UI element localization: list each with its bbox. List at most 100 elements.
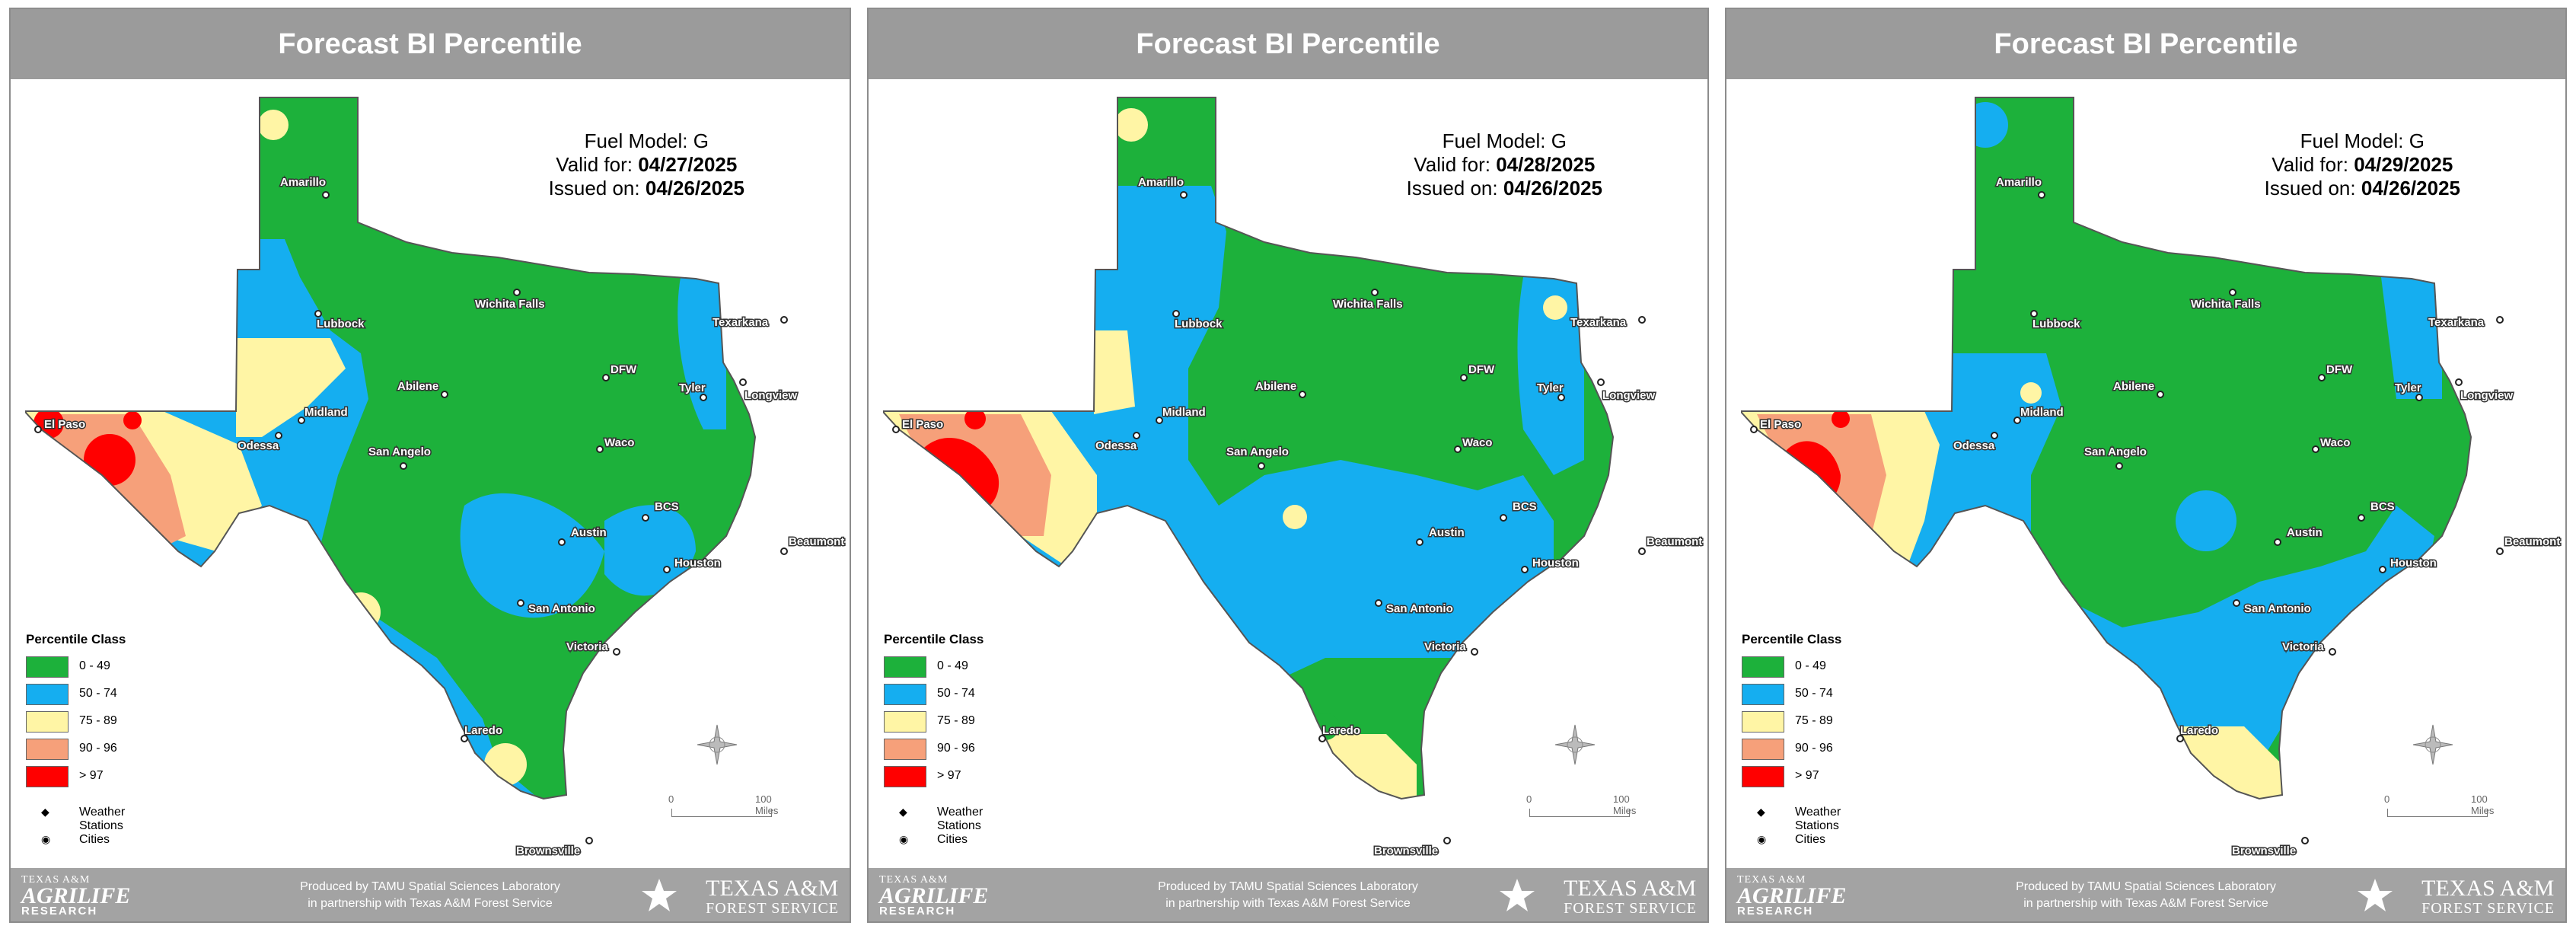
legend-swatch [26,739,69,760]
issued-date: 04/26/2025 [1503,177,1602,199]
texas-map: Amarillo Lubbock Wichita Falls Texarkana… [883,97,1704,859]
footer: TEXAS A&M AGRILIFE RESEARCH Produced by … [1726,868,2565,921]
city-label: Midland [304,406,348,419]
panel-header: Forecast BI Percentile [1726,9,2565,79]
valid-date: 04/27/2025 [638,153,738,176]
city-label: Houston [674,557,721,570]
legend-swatch [1742,739,1784,760]
city-label: BCS [1513,500,1537,513]
texas-map: Amarillo Lubbock Wichita Falls Texarkana… [1741,97,2562,859]
city-label: San Angelo [368,445,431,458]
diamond-icon: ◆ [899,806,907,818]
city-label: Odessa [238,439,279,452]
panel-header: Forecast BI Percentile [11,9,850,79]
map-panel-2: Forecast BI Percentile [867,8,1709,923]
legend-swatch [26,766,69,787]
legend-swatch [26,711,69,733]
city-label: Laredo [464,724,502,737]
legend: Percentile Class 0 - 49 50 - 74 75 - 89 … [884,632,984,846]
city-label: Texarkana [713,316,769,329]
city-label: Longview [744,389,798,402]
city-label: DFW [611,363,637,376]
city-label: Brownsville [516,844,580,857]
city-label: Wichita Falls [1333,298,1403,311]
city-label: Lubbock [1175,318,1223,330]
forest-service-logo: TEXAS A&M FOREST SERVICE [2421,876,2555,918]
city-label: Odessa [1953,439,1995,452]
city-label: Amarillo [1138,176,1184,189]
issued-date: 04/26/2025 [2361,177,2460,199]
legend-swatch [1742,766,1784,787]
fuel-model: G [2409,129,2425,152]
city-label: Abilene [397,380,438,393]
legend-title: Percentile Class [884,632,984,646]
diamond-icon: ◆ [41,806,49,818]
city-label: San Antonio [1386,602,1453,615]
city-label: Houston [2390,557,2437,570]
forecast-info: Fuel Model: G Valid for: 04/29/2025 Issu… [2264,129,2460,199]
star-logo-icon [642,879,677,911]
city-label: Wichita Falls [475,298,545,311]
compass-icon [2412,724,2453,765]
city-label: Longview [2460,389,2514,402]
city-dot-icon: ◉ [899,833,909,845]
credit-text: Produced by TAMU Spatial Sciences Labora… [300,880,560,910]
city-label: Lubbock [317,318,365,330]
city-label: Victoria [2282,640,2324,653]
fuel-model: G [693,129,709,152]
agrilife-logo: TEXAS A&M AGRILIFE RESEARCH [1737,874,1847,918]
legend: Percentile Class 0 - 49 50 - 74 75 - 89 … [1742,632,1842,846]
city-label: El Paso [44,418,85,431]
city-label: Midland [2020,406,2064,419]
city-label: DFW [1468,363,1495,376]
city-label: Odessa [1095,439,1137,452]
valid-date: 04/28/2025 [1496,153,1596,176]
city-label: Laredo [2180,724,2218,737]
legend-swatch [884,684,926,705]
city-label: Victoria [566,640,608,653]
city-label: Brownsville [2232,844,2296,857]
legend-title: Percentile Class [26,632,126,646]
texas-map: Amarillo Lubbock Wichita Falls Texarkana… [25,97,846,859]
city-label: San Antonio [528,602,595,615]
city-label: Victoria [1424,640,1466,653]
city-label: Austin [571,526,607,539]
city-dot-icon: ◉ [1757,833,1767,845]
city-label: San Angelo [2084,445,2147,458]
footer: TEXAS A&M AGRILIFE RESEARCH Produced by … [11,868,850,921]
city-label: Wichita Falls [2191,298,2261,311]
city-label: Waco [2320,436,2350,449]
city-label: El Paso [1760,418,1801,431]
star-logo-icon [2358,879,2393,911]
city-label: Waco [1462,436,1492,449]
legend-swatch [1742,684,1784,705]
city-label: Tyler [1537,381,1564,394]
credit-text: Produced by TAMU Spatial Sciences Labora… [1158,880,1418,910]
city-label: Beaumont [789,535,844,548]
city-label: Austin [2287,526,2323,539]
city-label: Abilene [2113,380,2154,393]
map-panel-1: Forecast BI Percentile [9,8,851,923]
city-label: Texarkana [2428,316,2485,329]
forest-service-logo: TEXAS A&M FOREST SERVICE [706,876,839,918]
compass-icon [1554,724,1596,765]
city-label: Texarkana [1570,316,1627,329]
compass-icon [697,724,738,765]
city-label: Midland [1162,406,1206,419]
legend-swatch [1742,656,1784,678]
star-logo-icon [1500,879,1535,911]
city-label: Lubbock [2032,318,2080,330]
footer: TEXAS A&M AGRILIFE RESEARCH Produced by … [869,868,1707,921]
legend: Percentile Class 0 - 49 50 - 74 75 - 89 … [26,632,126,846]
diamond-icon: ◆ [1757,806,1765,818]
legend-title: Percentile Class [1742,632,1842,646]
city-label: Waco [604,436,634,449]
panel-header: Forecast BI Percentile [869,9,1707,79]
legend-swatch [1742,711,1784,733]
city-label: BCS [2370,500,2395,513]
city-label: Amarillo [280,176,326,189]
city-label: Amarillo [1996,176,2042,189]
legend-swatch [884,739,926,760]
agrilife-logo: TEXAS A&M AGRILIFE RESEARCH [879,874,989,918]
credit-text: Produced by TAMU Spatial Sciences Labora… [2016,880,2276,910]
